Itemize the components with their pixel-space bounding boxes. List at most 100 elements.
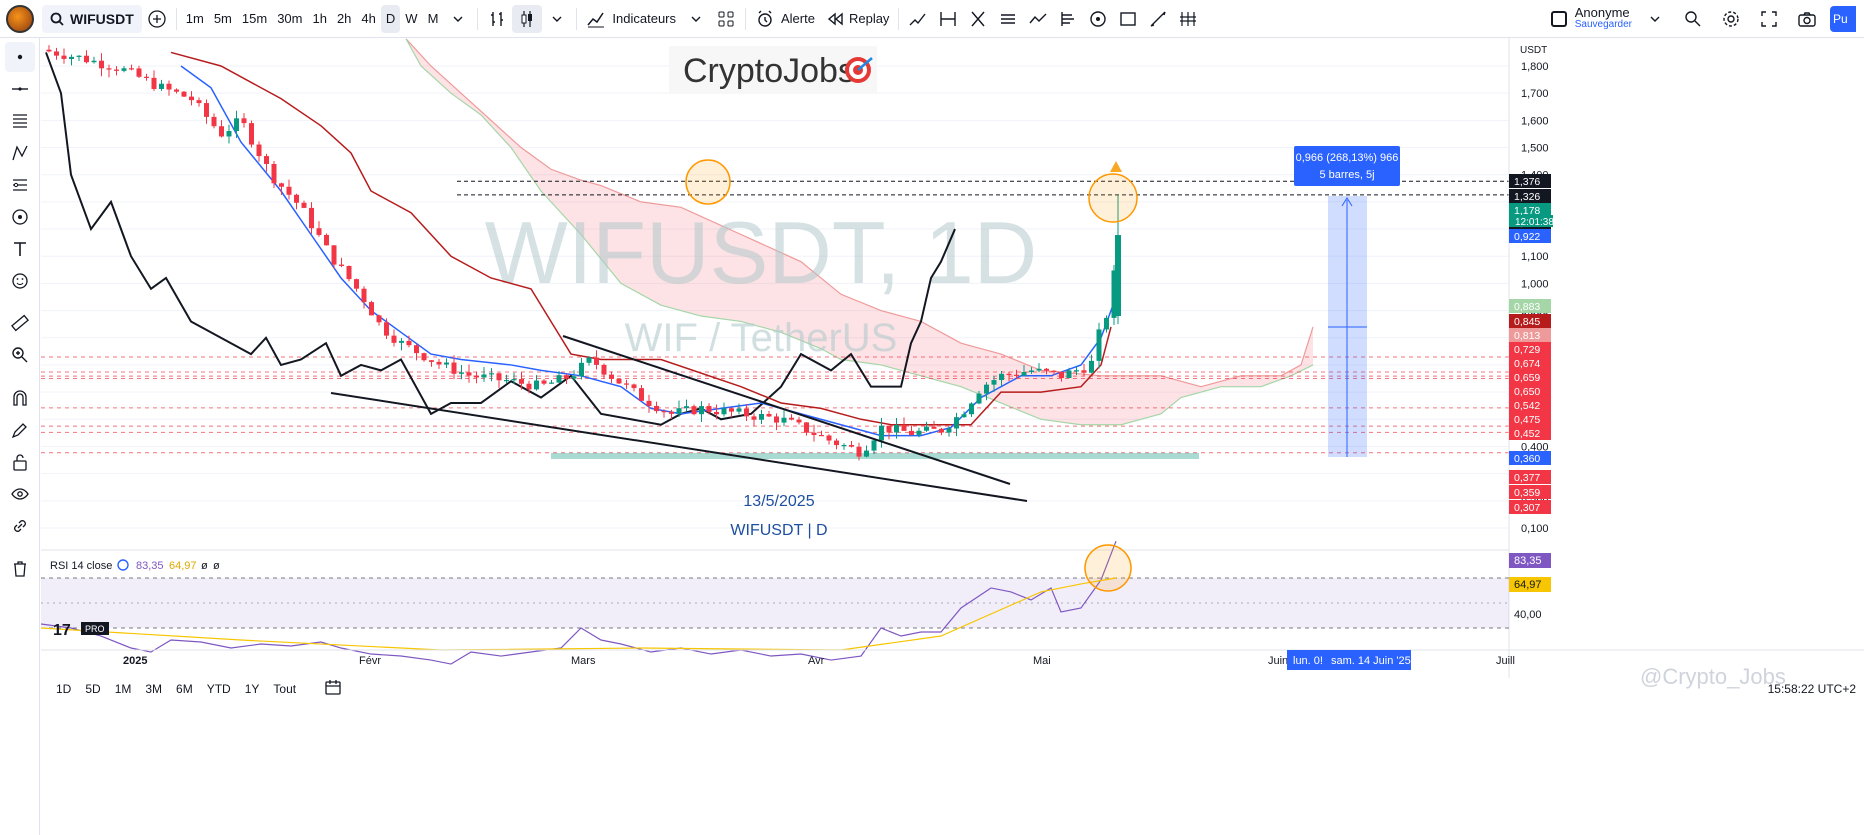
candle-body [271, 163, 277, 184]
timeframe-4h[interactable]: 4h [361, 11, 376, 26]
candles-button[interactable] [512, 4, 543, 33]
rsi-pane[interactable]: 83,35 64,97 40,00 [41, 540, 1551, 665]
gann-tool[interactable] [5, 170, 35, 200]
chevron-down-icon [691, 16, 701, 22]
range-3m[interactable]: 3M [145, 682, 163, 696]
candle-body [609, 374, 614, 379]
hide-tool[interactable] [5, 479, 35, 509]
stay-drawing-tool[interactable] [5, 415, 35, 445]
chart-area[interactable]: WIFUSDT, 1D WIF / TetherUS CryptoJobs 0,… [41, 38, 1864, 835]
pattern-tool[interactable] [5, 138, 35, 168]
candle-body [211, 116, 217, 127]
drawing-tool-1[interactable] [903, 5, 933, 33]
replay-button[interactable]: Replay [820, 5, 894, 33]
price-chart[interactable]: WIFUSDT, 1D WIF / TetherUS CryptoJobs 0,… [41, 38, 1864, 678]
candle-body [594, 357, 599, 365]
range-1y[interactable]: 1Y [244, 682, 260, 696]
fib-tool[interactable] [5, 106, 35, 136]
price-label-text: 0,452 [1514, 428, 1540, 440]
avatar-logo[interactable] [6, 4, 34, 33]
goto-date-button[interactable] [319, 679, 347, 700]
candle-body [856, 446, 862, 457]
indicators-button[interactable]: Indicateurs [581, 5, 681, 33]
add-symbol-button[interactable] [142, 5, 172, 33]
templates-button[interactable] [711, 5, 741, 33]
candle-body [991, 380, 997, 385]
save-dropdown[interactable] [1640, 5, 1670, 33]
drawing-tool-6[interactable] [1053, 5, 1083, 33]
user-save-block[interactable]: Anonyme Sauvegarder [1575, 6, 1632, 31]
candle-body [481, 374, 487, 378]
trendline-tool[interactable] [5, 74, 35, 104]
range-ytd[interactable]: YTD [206, 682, 231, 696]
drawing-tool-7[interactable] [1083, 5, 1113, 33]
alert-button[interactable]: Alerte [750, 5, 820, 33]
timeframe-w[interactable]: W [405, 11, 418, 26]
drawing-tool-9[interactable] [1143, 5, 1173, 33]
time-tick: Avr [808, 655, 825, 667]
quick-search-button[interactable] [1678, 5, 1708, 33]
delete-tool[interactable] [5, 553, 35, 583]
indicators-dropdown[interactable] [681, 5, 711, 33]
settings-button[interactable] [1716, 5, 1746, 33]
chevron-down-icon [453, 16, 463, 22]
range-all[interactable]: Tout [273, 682, 297, 696]
text-tool[interactable] [5, 234, 35, 264]
timeframe-2h[interactable]: 2h [336, 11, 352, 26]
link-tool[interactable] [5, 511, 35, 541]
lock-tool[interactable] [5, 447, 35, 477]
snapshot-button[interactable] [1792, 5, 1822, 33]
timeframe-5m[interactable]: 5m [213, 11, 232, 26]
cursor-tool[interactable] [5, 42, 35, 72]
symbol-search-button[interactable]: WIFUSDT [42, 4, 142, 33]
timeframe-30m[interactable]: 30m [277, 11, 303, 26]
price-label-badge [1509, 398, 1551, 412]
range-1m[interactable]: 1M [114, 682, 132, 696]
candle-body [826, 435, 832, 441]
candle-body [54, 51, 59, 56]
price-range-measure[interactable]: 0,966 (268,13%) 966 5 barres, 5j [1294, 146, 1400, 457]
brand-box [669, 46, 877, 94]
drawing-tool-8[interactable] [1113, 5, 1143, 33]
publish-button[interactable]: Pu [1830, 5, 1856, 32]
circle-target-icon [1090, 10, 1107, 27]
ruler-tool[interactable] [5, 308, 35, 338]
range-6m[interactable]: 6M [176, 682, 193, 696]
checkbox-icon[interactable] [1550, 10, 1567, 27]
drawing-tool-2[interactable] [933, 5, 963, 33]
timeframe-d[interactable]: D [380, 4, 401, 33]
timeframe-1m[interactable]: 1m [185, 11, 204, 26]
timeframe-1h[interactable]: 1h [312, 11, 327, 26]
time-axis[interactable]: 2025 Févr Mars Avr Mai Juin Juill [41, 649, 1864, 667]
range-1d[interactable]: 1D [56, 682, 72, 696]
rsi-axis-badge [1509, 553, 1551, 568]
wedge-trendlines[interactable] [330, 335, 1028, 502]
measure-line-2: 5 barres, 5j [1319, 169, 1374, 181]
magnet-tool[interactable] [5, 383, 35, 413]
bar-style-button[interactable] [482, 5, 512, 33]
rewind-icon [827, 12, 843, 25]
timeframe-dropdown[interactable] [443, 5, 473, 33]
timeframe-15m[interactable]: 15m [241, 11, 268, 26]
drawing-tool-3[interactable] [963, 5, 993, 33]
candle-body [1036, 368, 1042, 371]
candle-body [346, 265, 352, 280]
currency-label[interactable]: USDT [1520, 45, 1547, 56]
drawing-tool-4[interactable] [993, 5, 1023, 33]
rsi-extra-1: ø [201, 560, 208, 572]
chart-type-dropdown[interactable] [542, 5, 572, 33]
rsi-legend[interactable]: RSI 14 close 83,35 64,97 ø ø [50, 559, 220, 572]
time-tick: Févr [359, 655, 381, 667]
range-5d[interactable]: 5D [85, 682, 101, 696]
timeframe-m[interactable]: M [427, 11, 439, 26]
emoji-tool[interactable] [5, 266, 35, 296]
fullscreen-button[interactable] [1754, 5, 1784, 33]
prediction-tool[interactable] [5, 202, 35, 232]
price-axis[interactable]: 1,8001,7001,6001,5001,4001,3001,2001,100… [1508, 38, 1554, 678]
zoom-tool[interactable] [5, 340, 35, 370]
drawing-tool-5[interactable] [1023, 5, 1053, 33]
candle-body [376, 315, 382, 323]
clock[interactable]: 15:58:22 UTC+2 [1767, 682, 1856, 696]
prediction-icon [12, 209, 28, 225]
drawing-tool-10[interactable] [1173, 5, 1203, 33]
